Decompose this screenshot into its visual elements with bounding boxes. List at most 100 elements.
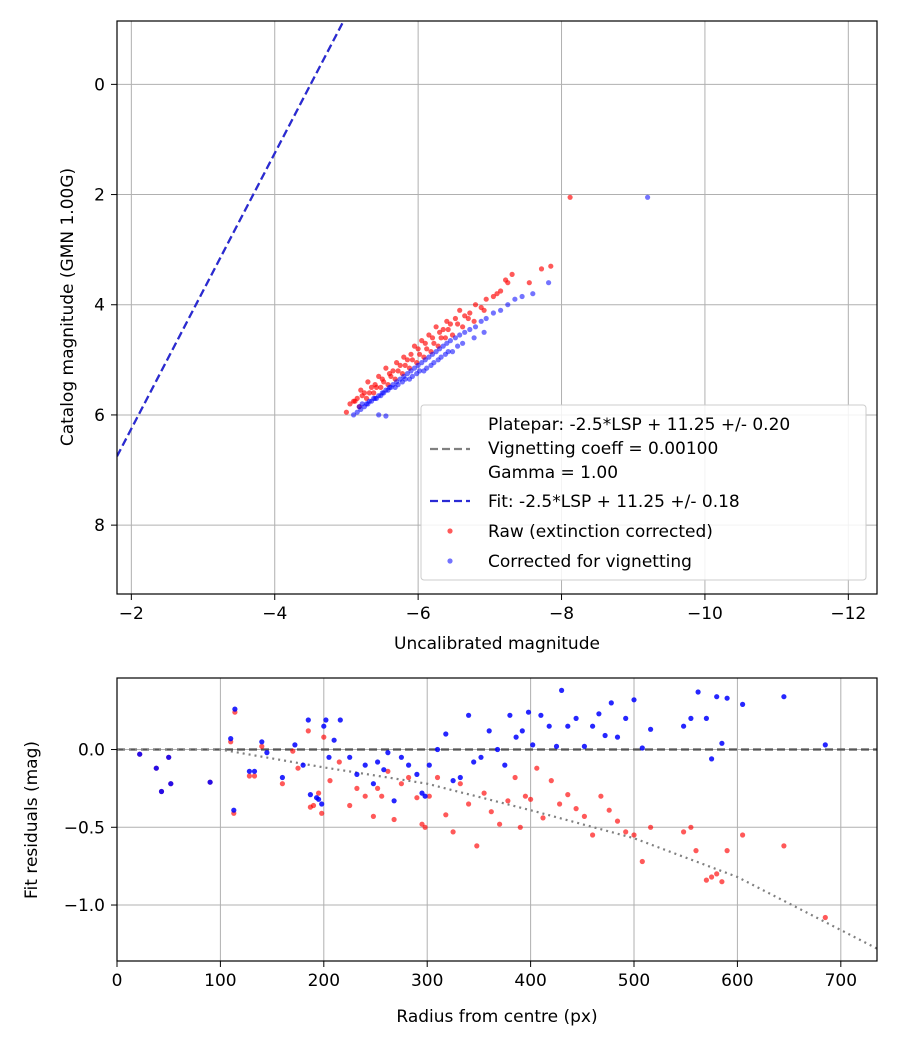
raw-point — [424, 346, 430, 352]
corrected-point — [316, 796, 322, 802]
raw-point — [623, 829, 629, 835]
corrected-point — [388, 384, 394, 390]
corrected-point — [486, 728, 492, 734]
raw-point — [467, 310, 473, 316]
corrected-point — [596, 711, 602, 717]
y-tick-label: 0 — [94, 75, 105, 95]
corrected-point — [376, 412, 382, 418]
corrected-point — [445, 349, 451, 355]
corrected-point — [553, 743, 560, 750]
corrected-point — [614, 734, 621, 740]
raw-point — [438, 335, 444, 341]
corrected-point — [381, 390, 387, 396]
corrected-point — [681, 723, 687, 729]
legend-corrected-marker — [447, 558, 453, 564]
corrected-point — [424, 365, 430, 371]
corrected-point — [251, 768, 258, 774]
raw-point — [581, 813, 588, 820]
raw-point — [639, 858, 645, 865]
corrected-point — [232, 706, 238, 712]
x-tick-label: −4 — [262, 604, 287, 624]
legend-fit-label: Fit: -2.5*LSP + 11.25 +/- 0.18 — [488, 492, 740, 512]
corrected-point — [326, 754, 332, 760]
raw-point — [368, 384, 375, 390]
corrected-point — [426, 354, 432, 360]
raw-point — [490, 293, 496, 300]
raw-point — [693, 848, 699, 854]
corrected-point — [366, 398, 372, 404]
corrected-point — [419, 360, 425, 366]
raw-point — [365, 379, 371, 385]
raw-point — [379, 793, 385, 799]
corrected-point — [437, 346, 443, 352]
corrected-point — [457, 332, 463, 338]
x-tick-label: 200 — [308, 971, 340, 991]
raw-point — [390, 368, 396, 374]
raw-point — [548, 263, 554, 269]
raw-point — [443, 812, 449, 818]
raw-point — [447, 321, 453, 327]
raw-point — [573, 806, 579, 812]
corrected-point — [391, 798, 397, 804]
bottom-x-axis-label: Radius from centre (px) — [396, 1007, 597, 1027]
raw-point — [375, 785, 381, 792]
corrected-point — [307, 792, 313, 798]
raw-point — [362, 793, 368, 799]
corrected-point — [471, 335, 477, 341]
corrected-point — [385, 750, 391, 756]
corrected-point — [231, 807, 237, 813]
residuals-plot: 0 100 200 300 400 500 600 700 0.0 −0.5 −1.0 Radius… — [22, 677, 878, 1027]
corrected-point — [429, 351, 436, 357]
raw-point — [538, 266, 545, 272]
corrected-point — [525, 709, 532, 715]
raw-point — [457, 307, 463, 313]
legend-box — [420, 404, 867, 581]
raw-point — [567, 194, 573, 200]
raw-point — [437, 329, 443, 335]
corrected-point — [166, 754, 172, 760]
corrected-point — [447, 338, 453, 344]
raw-point — [471, 318, 477, 324]
x-tick-label: 700 — [825, 971, 857, 991]
raw-point — [347, 401, 353, 407]
raw-point — [481, 790, 487, 796]
raw-point — [409, 357, 415, 363]
raw-point — [388, 373, 394, 379]
raw-point — [371, 390, 377, 396]
raw-point — [395, 368, 401, 374]
y-tick-label: 2 — [94, 186, 105, 206]
raw-point — [411, 343, 418, 349]
corrected-point — [505, 302, 511, 308]
raw-point — [429, 335, 436, 341]
raw-point — [321, 734, 327, 740]
raw-point — [419, 338, 425, 344]
corrected-point — [300, 762, 306, 768]
corrected-point — [264, 750, 270, 756]
raw-point — [373, 384, 380, 390]
legend-raw-label: Raw (extinction corrected) — [488, 522, 713, 542]
raw-point — [391, 816, 397, 823]
raw-point — [378, 384, 384, 390]
corrected-point — [483, 315, 489, 322]
corrected-point — [292, 742, 298, 748]
corrected-point — [703, 715, 710, 722]
corrected-point — [305, 717, 311, 723]
raw-point — [483, 296, 489, 302]
x-tick-label: −10 — [687, 604, 723, 624]
raw-point — [740, 832, 746, 838]
corrected-point — [319, 801, 325, 807]
raw-point — [590, 832, 596, 838]
legend-corrected-label: Corrected for vignetting — [488, 552, 692, 572]
x-tick-label: 100 — [204, 971, 236, 991]
corrected-point — [362, 762, 368, 768]
corrected-point — [507, 712, 513, 718]
x-tick-label: 0 — [112, 971, 123, 991]
corrected-point — [481, 329, 487, 335]
corrected-point — [321, 723, 327, 729]
corrected-point — [381, 767, 387, 773]
corrected-point — [822, 742, 828, 748]
x-tick-label: −12 — [830, 604, 866, 624]
raw-point — [703, 877, 710, 883]
legend-platepar-line-2: Vignetting coeff = 0.00100 — [488, 439, 718, 459]
